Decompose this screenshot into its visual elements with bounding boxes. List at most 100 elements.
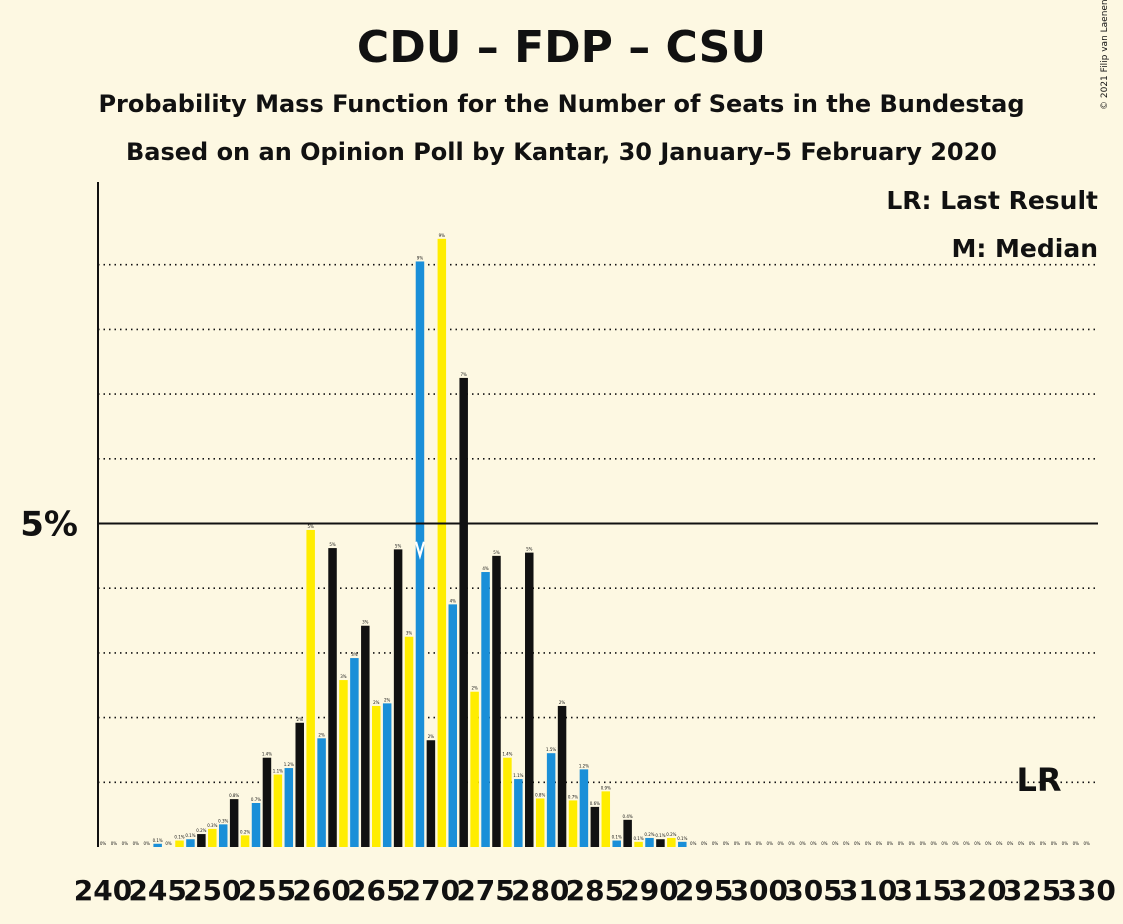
bar-seat-289: [634, 841, 643, 847]
bar-seat-261: [328, 548, 337, 847]
bar-seat-290: [645, 837, 654, 847]
bar-seat-264: [361, 625, 370, 847]
bar-label-seat-271: 9%: [439, 233, 446, 238]
bar-label-seat-253: 0.2%: [240, 829, 250, 834]
bar-label-seat-274: 2%: [471, 686, 478, 691]
bar-seat-283: [568, 800, 578, 847]
bar-label-seat-269: 9%: [417, 255, 424, 260]
bar-seat-279: [525, 552, 534, 847]
bar-label-seat-300: 0%: [756, 841, 763, 846]
y-tick-label: 5%: [20, 505, 78, 545]
bar-label-seat-277: 1.4%: [502, 752, 512, 757]
x-tick-label-330: 330: [1057, 874, 1115, 907]
x-tick-label-255: 255: [238, 874, 296, 907]
bar-label-seat-276: 5%: [493, 550, 500, 555]
bar-seat-255: [262, 757, 272, 847]
bar-label-seat-291: 0.1%: [655, 833, 665, 838]
bar-label-seat-330: 0%: [1084, 841, 1091, 846]
bar-label-seat-248: 0.1%: [185, 833, 195, 838]
bar-label-seat-323: 0%: [1007, 841, 1014, 846]
bar-label-seat-307: 0%: [832, 841, 839, 846]
bar-label-seat-290: 0.2%: [644, 832, 654, 837]
bar-label-seat-309: 0%: [854, 841, 861, 846]
bar-label-seat-314: 0%: [909, 841, 916, 846]
x-tick-label-325: 325: [1003, 874, 1061, 907]
bar-label-seat-286: 0.9%: [601, 785, 611, 790]
bar-label-seat-285: 0.6%: [590, 801, 600, 806]
bar-label-seat-257: 1.2%: [284, 762, 294, 767]
bar-seat-282: [557, 705, 567, 847]
bar-seat-257: [284, 768, 294, 847]
bar-label-seat-259: 5%: [307, 524, 314, 529]
bar-label-seat-252: 0.8%: [229, 793, 239, 798]
median-marker: [414, 541, 426, 560]
legend-last-result: LR: Last Result: [886, 186, 1098, 215]
chart-subtitle: Probability Mass Function for the Number…: [98, 90, 1025, 118]
bar-label-seat-321: 0%: [985, 841, 992, 846]
bar-label-seat-268: 3%: [406, 631, 413, 636]
bar-seat-272: [448, 604, 458, 847]
bar-label-seat-311: 0%: [876, 841, 883, 846]
bar-seat-270: [426, 740, 436, 847]
bar-label-seat-281: 1.5%: [546, 747, 556, 752]
bar-seat-248: [186, 839, 195, 847]
bar-seat-286: [601, 791, 611, 847]
bar-label-seat-241: 0%: [111, 841, 118, 846]
x-tick-label-260: 260: [292, 874, 350, 907]
legend-median: M: Median: [951, 234, 1098, 263]
bar-label-seat-267: 5%: [395, 543, 402, 548]
bar-label-seat-296: 0%: [712, 841, 719, 846]
bar-label-seat-328: 0%: [1062, 841, 1069, 846]
bar-label-seat-324: 0%: [1018, 841, 1025, 846]
bar-seat-268: [404, 636, 414, 847]
bar-seat-284: [579, 769, 589, 847]
x-tick-label-240: 240: [74, 874, 132, 907]
x-tick-label-285: 285: [566, 874, 624, 907]
bar-label-seat-273: 7%: [461, 372, 468, 377]
bar-label-seat-275: 4%: [482, 566, 489, 571]
bar-label-seat-261: 5%: [329, 542, 336, 547]
bar-label-seat-302: 0%: [777, 841, 784, 846]
axes: 5%24024525025526026527027528028529029530…: [20, 182, 1116, 907]
bar-seat-262: [339, 680, 348, 847]
bar-label-seat-313: 0%: [898, 841, 905, 846]
bar-label-seat-317: 0%: [941, 841, 948, 846]
bar-seat-245: [153, 843, 162, 847]
bar-label-seat-299: 0%: [745, 841, 752, 846]
bar-seat-291: [656, 839, 665, 847]
bar-label-seat-320: 0%: [974, 841, 981, 846]
bar-label-seat-258: 2%: [297, 717, 304, 722]
bar-label-seat-247: 0.1%: [174, 835, 184, 840]
x-tick-label-275: 275: [456, 874, 514, 907]
bar-seat-287: [612, 840, 621, 847]
bar-seat-253: [240, 835, 250, 847]
bar-seat-254: [251, 803, 261, 847]
bar-label-seat-310: 0%: [865, 841, 872, 846]
bar-label-seat-329: 0%: [1073, 841, 1080, 846]
bar-label-seat-246: 0%: [165, 841, 172, 846]
bar-seat-256: [273, 774, 283, 847]
bar-label-seat-245: 0.1%: [153, 838, 163, 843]
bar-label-seat-308: 0%: [843, 841, 850, 846]
x-tick-label-265: 265: [347, 874, 405, 907]
bar-seat-252: [229, 799, 239, 847]
bar-label-seat-251: 0.3%: [218, 818, 228, 823]
bar-label-seat-243: 0%: [133, 841, 140, 846]
bar-label-seat-263: 3%: [351, 652, 358, 657]
bar-seat-266: [382, 703, 392, 847]
bar-label-seat-303: 0%: [788, 841, 795, 846]
bar-label-seat-262: 3%: [340, 674, 347, 679]
x-tick-label-270: 270: [402, 874, 460, 907]
bar-seat-250: [208, 828, 217, 847]
bar-seat-249: [197, 834, 206, 847]
bar-seat-271: [437, 238, 447, 847]
x-tick-label-300: 300: [730, 874, 788, 907]
bar-seat-265: [372, 705, 381, 847]
bar-label-seat-305: 0%: [810, 841, 817, 846]
x-tick-label-295: 295: [675, 874, 733, 907]
bar-label-seat-270: 2%: [428, 734, 435, 739]
bar-seat-281: [546, 753, 556, 847]
bar-label-seat-278: 1.1%: [513, 773, 523, 778]
bar-seat-288: [623, 819, 632, 847]
